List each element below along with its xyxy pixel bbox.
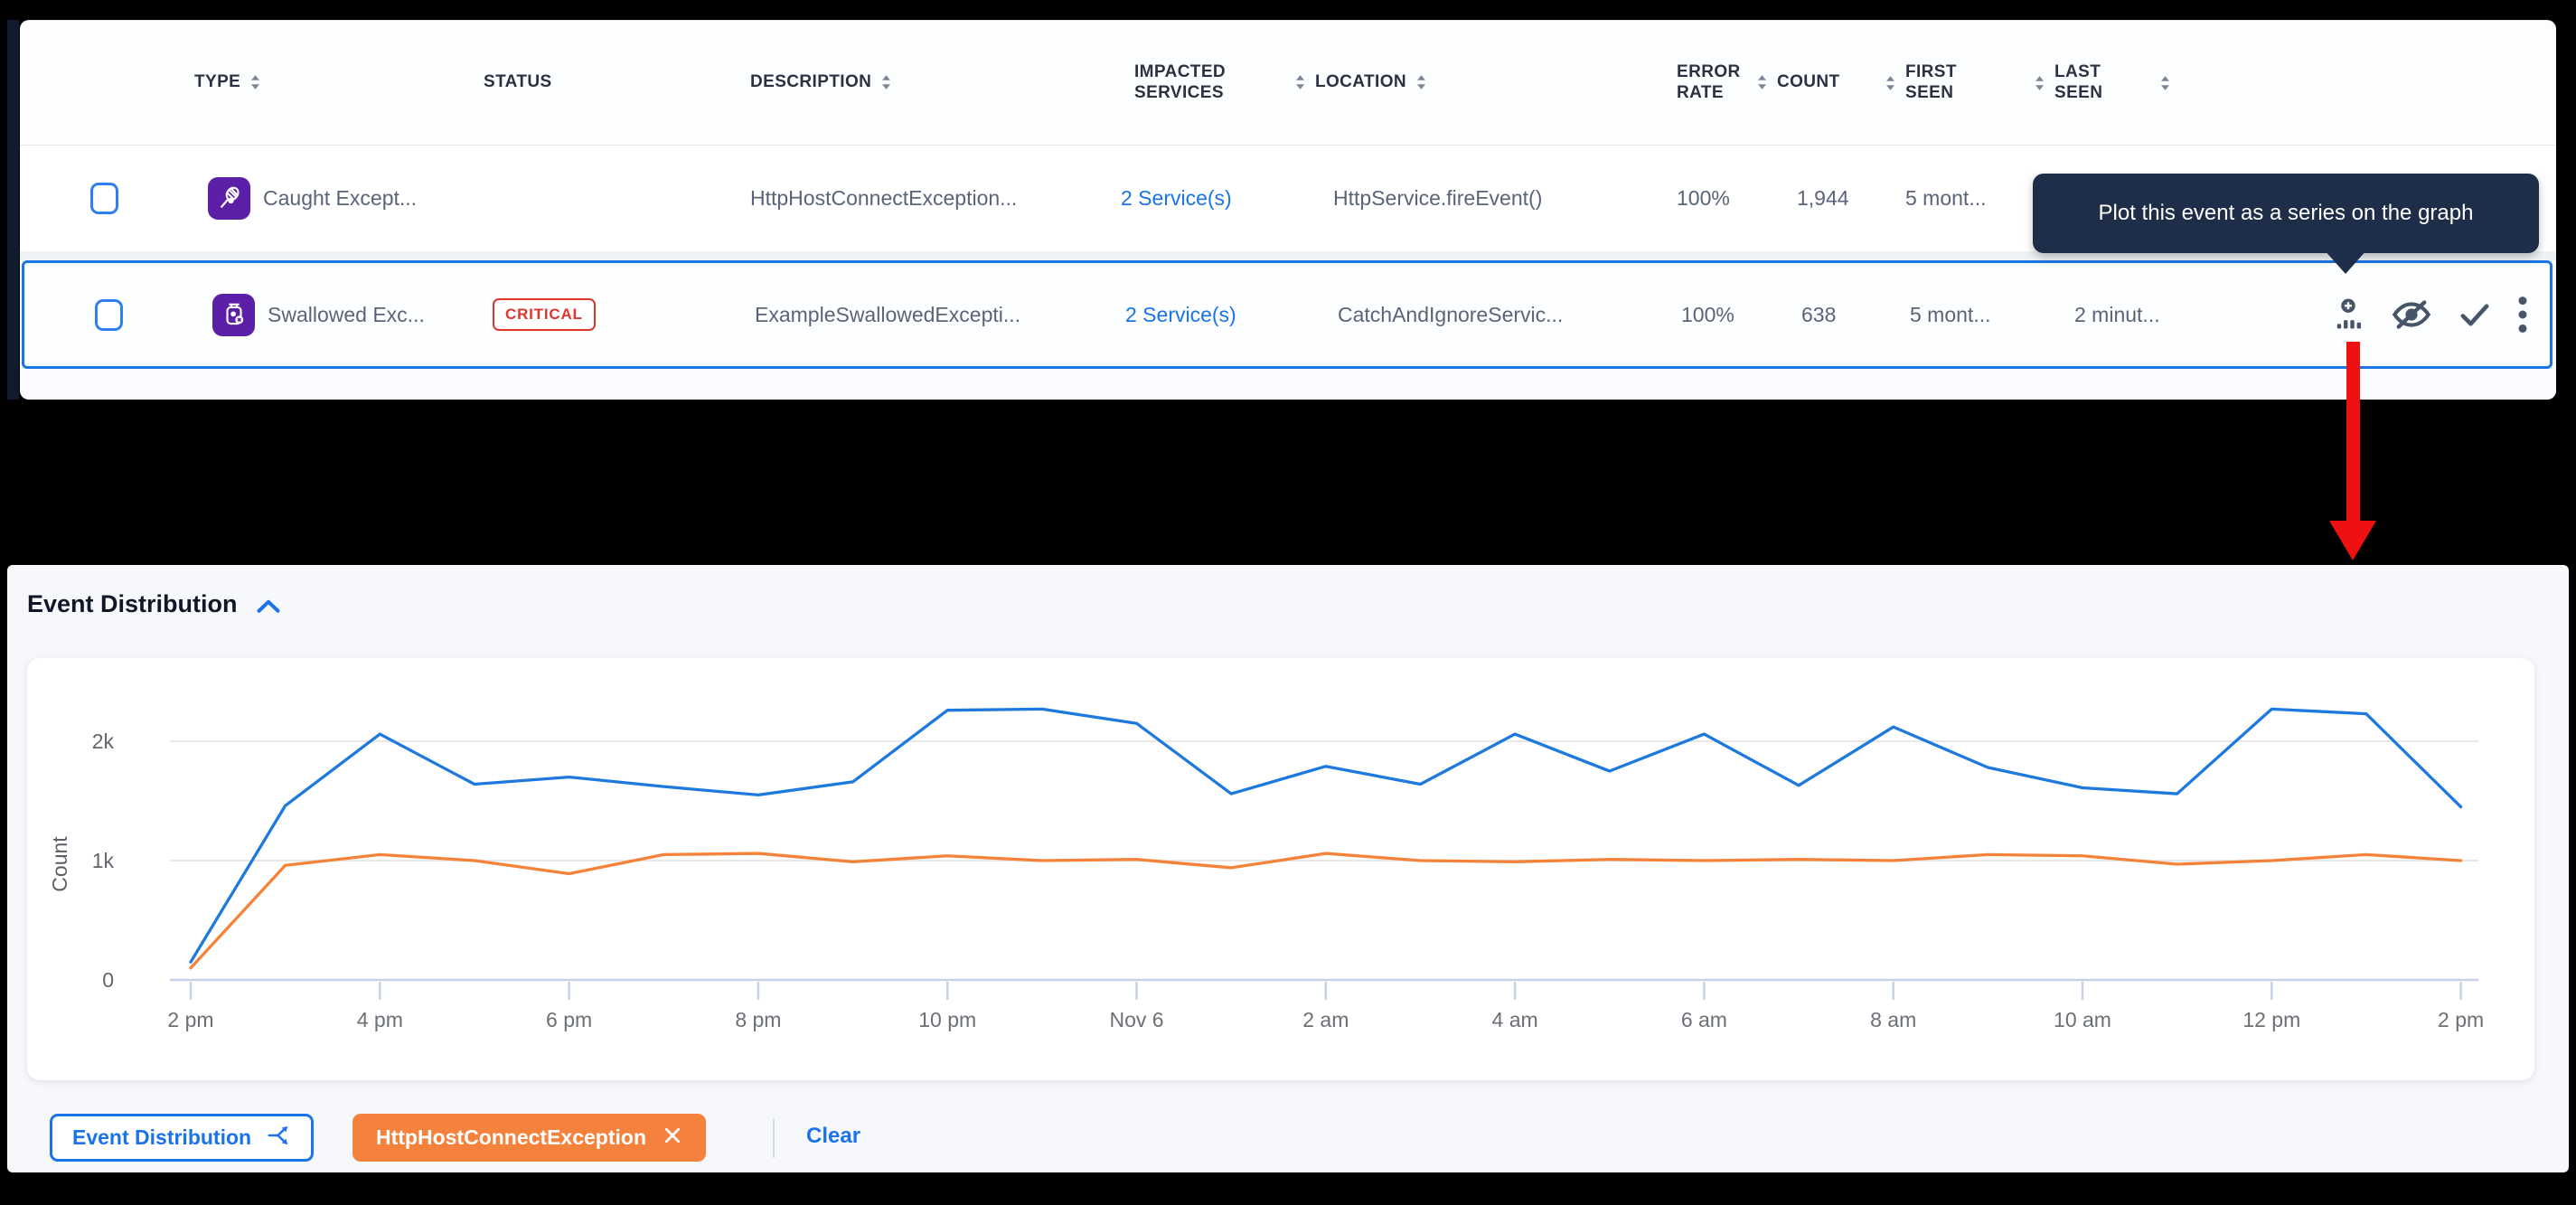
sort-icon[interactable] — [1756, 74, 1768, 90]
critical-status-badge: CRITICAL — [493, 298, 596, 331]
sort-icon[interactable] — [249, 74, 261, 90]
svg-text:4 am: 4 am — [1492, 1008, 1538, 1031]
more-options-kebab-icon[interactable] — [2517, 296, 2528, 334]
svg-text:6 am: 6 am — [1681, 1008, 1727, 1031]
column-label: LOCATION — [1315, 72, 1407, 92]
column-label: STATUS — [484, 72, 552, 92]
caught-exception-icon — [208, 177, 250, 220]
error-rate-cell: 100% — [1677, 186, 1730, 210]
arrow-shaft — [2346, 342, 2360, 522]
column-label: LAST SEEN — [2054, 61, 2103, 102]
event-distribution-chart: 2 pm 4 pm 6 pm 8 pm 10 pm Nov 6 2 am 4 am 6 am 8 … — [27, 658, 2534, 1080]
annotation-arrow-down — [2329, 342, 2376, 560]
impacted-services-link[interactable]: 2 Service(s) — [1121, 186, 1232, 210]
filter-chip-httphostconnectexception[interactable]: HttpHostConnectException — [353, 1114, 706, 1162]
column-header-count[interactable]: COUNT — [1751, 72, 1855, 93]
event-distribution-section: Event Distribution 2 pm 4 pm 6 pm 8 pm 10 pm… — [7, 565, 2569, 1172]
arrow-head — [2329, 521, 2376, 560]
sort-icon[interactable] — [2034, 75, 2045, 91]
svg-text:4 pm: 4 pm — [357, 1008, 403, 1031]
hide-event-eye-slash-icon[interactable] — [2391, 298, 2432, 331]
section-title: Event Distribution — [27, 590, 238, 617]
svg-text:1k: 1k — [92, 849, 115, 872]
sort-icon[interactable] — [1294, 74, 1306, 90]
row-checkbox[interactable] — [90, 183, 118, 214]
column-label: ERROR RATE — [1677, 61, 1741, 102]
svg-text:10 am: 10 am — [2054, 1008, 2111, 1031]
svg-text:8 pm: 8 pm — [735, 1008, 781, 1031]
svg-text:2 pm: 2 pm — [2438, 1008, 2484, 1031]
sidebar-edge — [7, 20, 19, 400]
table-header-row: TYPE STATUS DESCRIPTION IMPACTED SERVICE… — [20, 21, 2556, 146]
row-checkbox[interactable] — [95, 298, 123, 331]
plot-event-tooltip: Plot this event as a series on the graph — [2033, 174, 2539, 274]
svg-text:Nov 6: Nov 6 — [1109, 1008, 1163, 1031]
status-cell: CRITICAL — [458, 298, 711, 331]
sort-icon[interactable] — [880, 74, 892, 90]
type-cell: Caught Except... — [174, 177, 454, 220]
svg-text:10 pm: 10 pm — [918, 1008, 976, 1031]
line-chart-svg: 2 pm 4 pm 6 pm 8 pm 10 pm Nov 6 2 am 4 am 6 am 8 … — [48, 707, 2484, 1031]
description-cell: HttpHostConnectException... — [750, 186, 1018, 210]
row-select-cell — [20, 183, 174, 214]
sort-icon[interactable] — [1885, 75, 1896, 91]
row-divider — [20, 251, 2556, 260]
svg-text:2k: 2k — [92, 730, 115, 753]
table-bottom-strip — [20, 369, 2556, 400]
svg-text:6 pm: 6 pm — [546, 1008, 592, 1031]
column-header-location[interactable]: LOCATION — [1290, 72, 1615, 93]
plot-series-icon[interactable] — [2331, 297, 2365, 332]
column-header-first-seen[interactable]: FIRST SEEN — [1855, 62, 2004, 104]
svg-text:12 pm: 12 pm — [2242, 1008, 2300, 1031]
location-cell: HttpService.fireEvent() — [1333, 186, 1543, 210]
actions-cell — [2176, 296, 2550, 334]
tooltip-text: Plot this event as a series on the graph — [2098, 201, 2474, 225]
count-cell: 1,944 — [1797, 186, 1849, 210]
table-row-swallowed-exception[interactable]: Swallowed Exc... CRITICAL ExampleSwallow… — [22, 260, 2552, 369]
type-label: Caught Except... — [263, 186, 418, 210]
svg-text:2 pm: 2 pm — [167, 1008, 213, 1031]
type-label: Swallowed Exc... — [268, 302, 425, 326]
column-header-status[interactable]: STATUS — [454, 72, 707, 93]
resolve-check-icon[interactable] — [2458, 299, 2492, 330]
tooltip-caret — [2324, 249, 2367, 274]
column-label: DESCRIPTION — [750, 72, 872, 92]
share-series-icon[interactable] — [266, 1123, 291, 1153]
legend-divider — [773, 1118, 775, 1158]
location-cell: CatchAndIgnoreServic... — [1338, 302, 1564, 326]
column-label: COUNT — [1777, 72, 1840, 92]
first-seen-cell: 5 mont... — [1910, 302, 1991, 326]
svg-text:Count: Count — [48, 836, 71, 892]
row-select-cell — [24, 298, 178, 331]
last-seen-cell: 2 minut... — [2074, 302, 2160, 326]
column-header-last-seen[interactable]: LAST SEEN — [2004, 62, 2171, 104]
chart-title-row: Event Distribution — [27, 590, 281, 618]
column-header-type[interactable]: TYPE — [174, 72, 454, 93]
column-label: FIRST SEEN — [1905, 61, 1957, 102]
sort-icon[interactable] — [1415, 74, 1427, 90]
column-header-impacted-services[interactable]: IMPACTED SERVICES — [1095, 62, 1290, 104]
svg-text:2 am: 2 am — [1302, 1008, 1349, 1031]
column-header-error-rate[interactable]: ERROR RATE — [1615, 62, 1751, 104]
series-chip-label: Event Distribution — [72, 1125, 252, 1149]
remove-filter-close-icon[interactable] — [663, 1125, 682, 1151]
error-rate-cell: 100% — [1681, 302, 1735, 326]
filter-chip-label: HttpHostConnectException — [376, 1125, 646, 1149]
description-cell: ExampleSwallowedExcepti... — [755, 302, 1021, 326]
count-cell: 638 — [1801, 302, 1837, 326]
collapse-chevron-up-icon[interactable] — [256, 598, 281, 614]
svg-text:8 am: 8 am — [1870, 1008, 1916, 1031]
swallowed-exception-icon — [212, 293, 255, 336]
clear-series-button[interactable]: Clear — [806, 1124, 861, 1148]
series-chip-event-distribution[interactable]: Event Distribution — [50, 1114, 315, 1162]
sort-icon[interactable] — [2159, 75, 2171, 91]
impacted-services-link[interactable]: 2 Service(s) — [1125, 302, 1236, 326]
type-cell: Swallowed Exc... — [178, 293, 458, 336]
column-label: TYPE — [194, 72, 241, 92]
svg-text:0: 0 — [102, 968, 114, 992]
column-label: IMPACTED SERVICES — [1134, 61, 1227, 102]
first-seen-cell: 5 mont... — [1905, 186, 1987, 210]
column-header-description[interactable]: DESCRIPTION — [707, 72, 1095, 93]
